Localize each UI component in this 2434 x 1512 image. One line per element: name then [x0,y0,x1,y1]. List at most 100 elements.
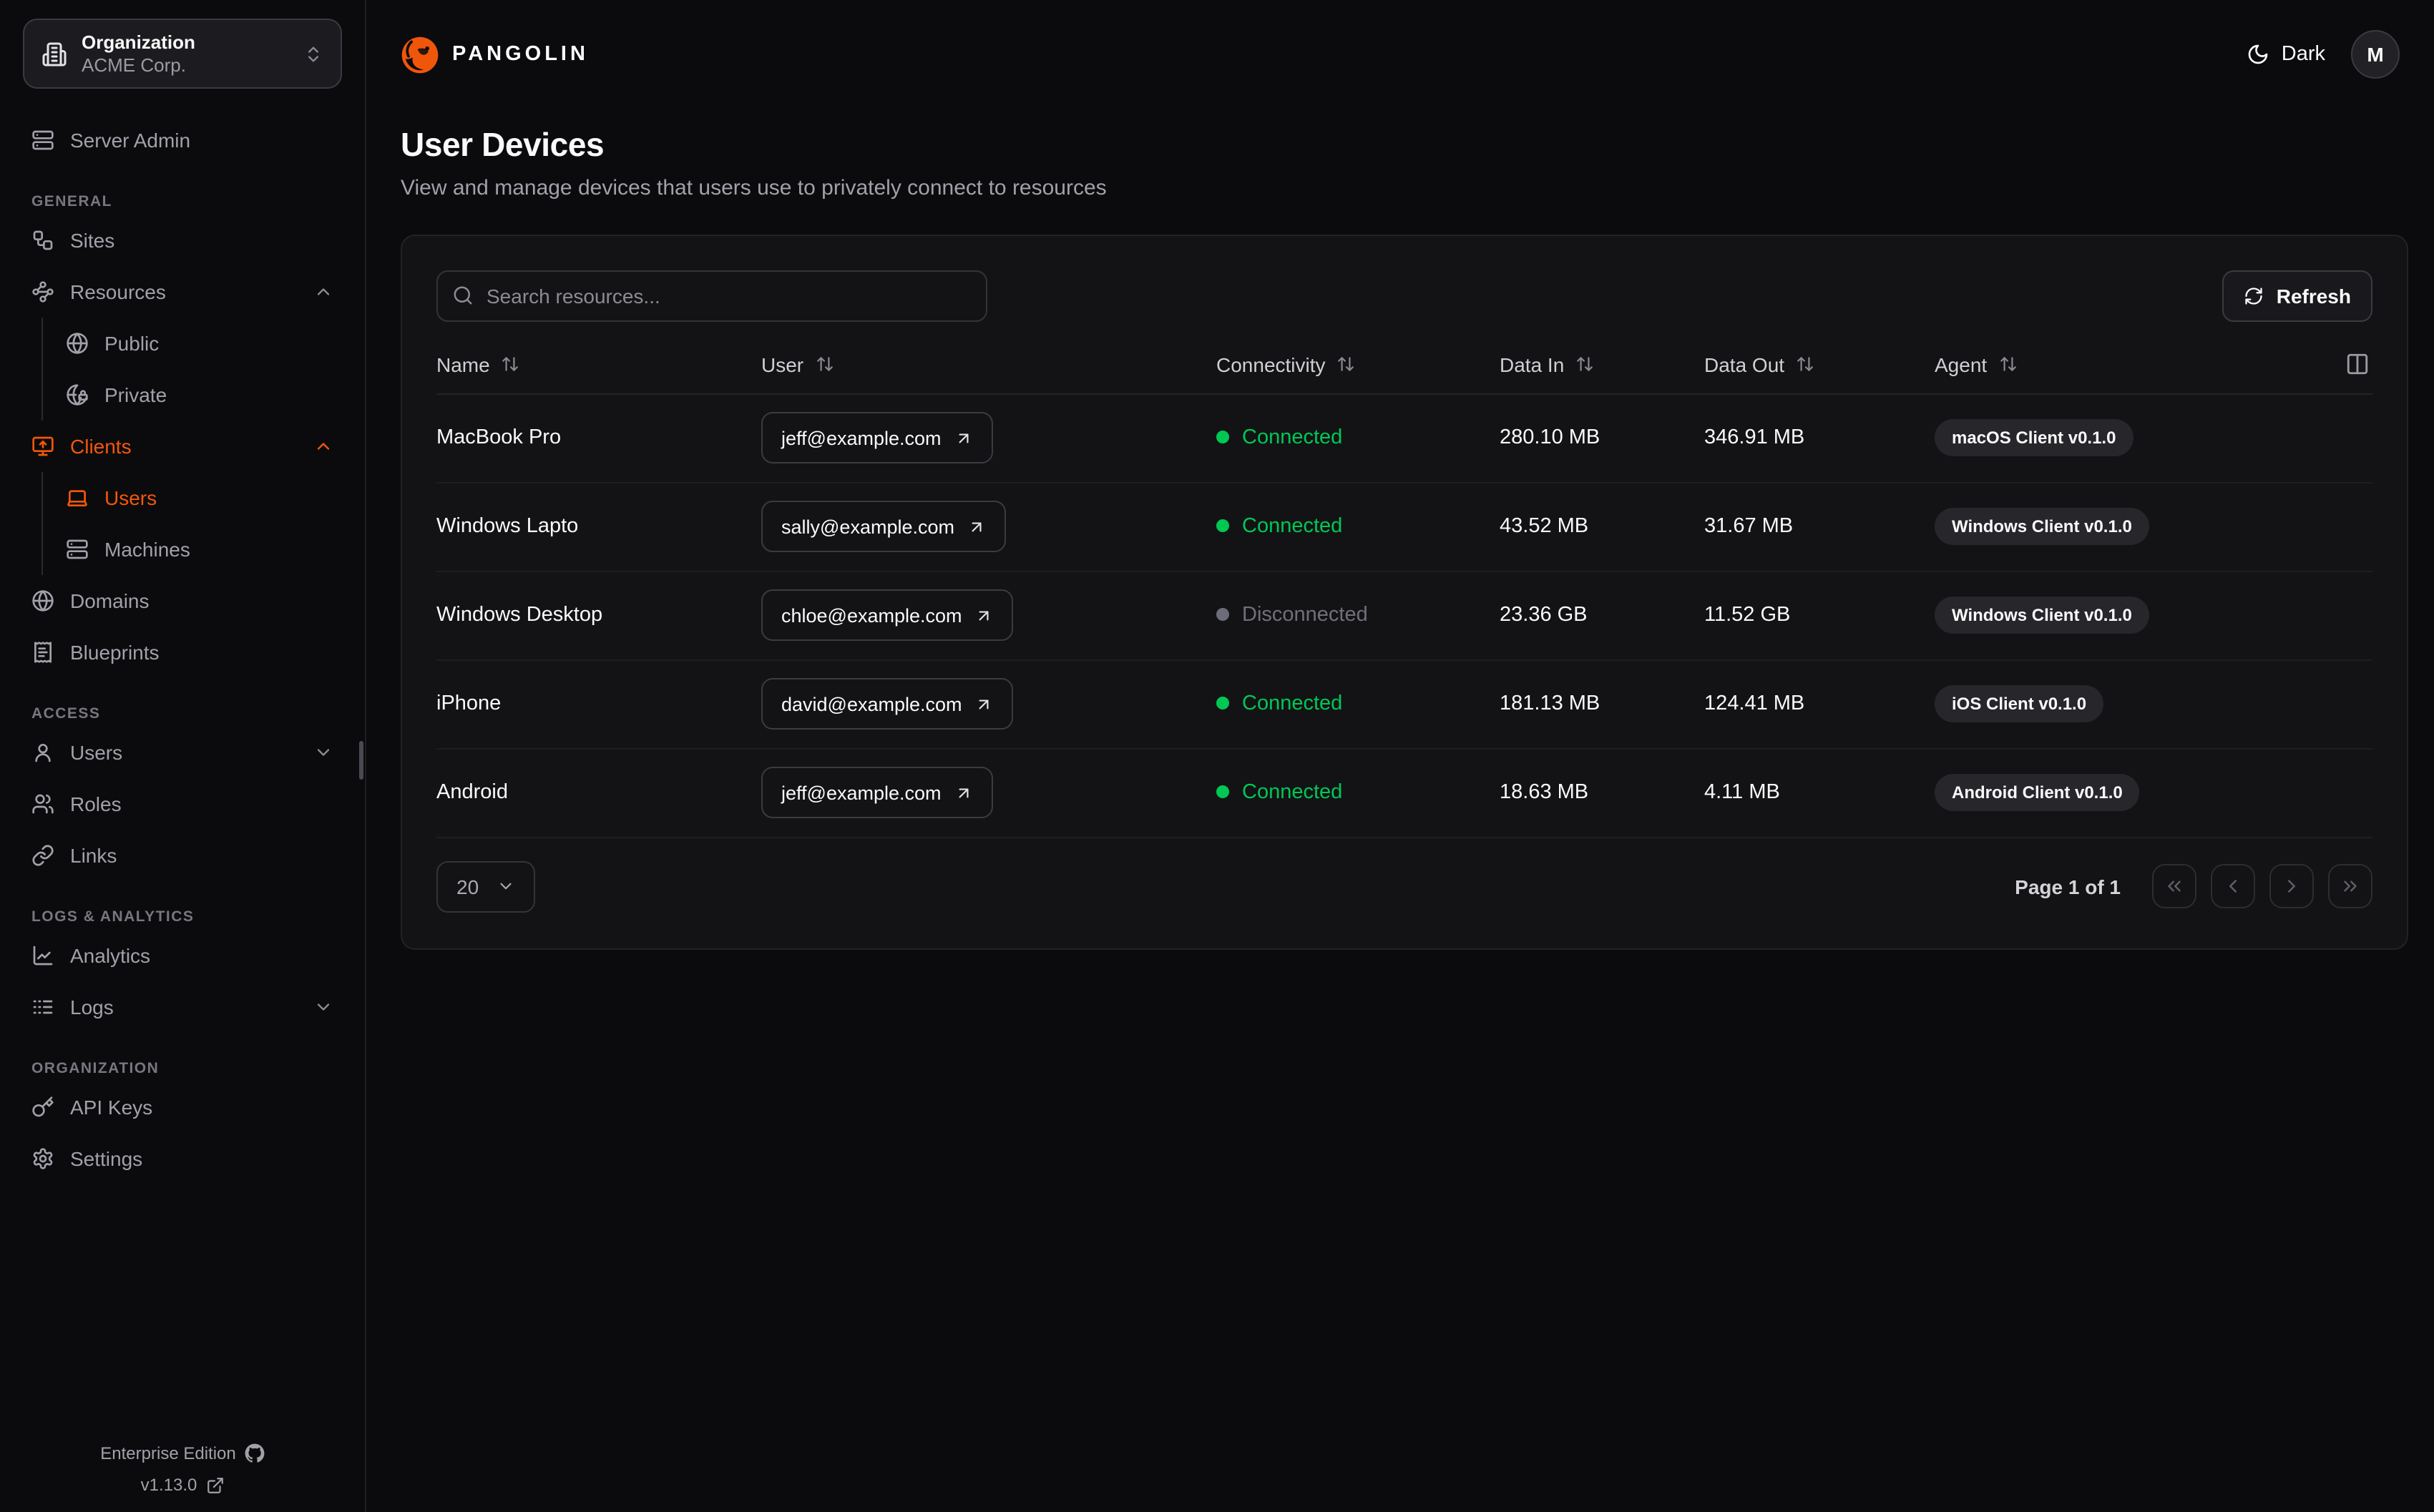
user-link-button[interactable]: chloe@example.com [761,589,1014,641]
sidebar-item-public[interactable]: Public [54,318,342,369]
search-box [436,270,987,322]
table-row: Windows Desktop chloe@example.com Discon… [436,571,2372,660]
chevron-up-icon [313,436,333,456]
sidebar-item-label: Public [104,332,160,355]
data-in-value: 43.52 MB [1500,482,1704,571]
column-header-connectivity[interactable]: Connectivity [1216,336,1500,394]
columns-toggle-button[interactable] [2342,349,2372,379]
data-in-value: 23.36 GB [1500,571,1704,660]
user-link-button[interactable]: jeff@example.com [761,412,993,463]
status-dot-icon [1216,785,1229,799]
org-switcher-value: ACME Corp. [82,54,186,76]
brand[interactable]: PANGOLIN [401,35,589,74]
theme-label: Dark [2281,43,2325,66]
table-header-row: Name User Connectivity Data In Data Out … [436,336,2372,394]
waypoints-icon [31,280,54,303]
search-input[interactable] [436,270,987,322]
arrow-up-right-icon [954,428,973,447]
column-header-data-in[interactable]: Data In [1500,336,1704,394]
data-out-value: 124.41 MB [1704,659,1935,749]
sidebar-item-users[interactable]: Users [23,727,342,778]
status-dot-icon [1216,608,1229,622]
avatar[interactable]: M [2351,30,2400,79]
arrow-up-right-icon [975,606,994,624]
sidebar-item-domains[interactable]: Domains [23,575,342,627]
refresh-icon [2244,286,2264,306]
arrow-up-right-icon [967,517,986,536]
previous-page-button[interactable] [2211,864,2255,908]
user-link-button[interactable]: david@example.com [761,678,1014,730]
sidebar-item-analytics[interactable]: Analytics [23,930,342,981]
sidebar-item-label: Server Admin [70,129,191,152]
topbar-right: Dark M [2247,30,2400,79]
sidebar-item-resources[interactable]: Resources [23,266,342,318]
column-header-user[interactable]: User [761,336,1216,394]
status-badge: Connected [1216,426,1342,449]
version-label: v1.13.0 [140,1475,197,1495]
sidebar-section-access: ACCESS [31,705,101,722]
user-link-button[interactable]: jeff@example.com [761,767,993,818]
page-indicator: Page 1 of 1 [2015,875,2121,898]
brand-name: PANGOLIN [452,43,589,66]
sidebar-item-clients[interactable]: Clients [23,421,342,472]
page-head: User Devices View and manage devices tha… [366,109,2434,200]
sidebar-item-machines[interactable]: Machines [54,524,342,575]
globe-icon [66,332,89,355]
table-row: Windows Lapto sally@example.com Connecte… [436,482,2372,571]
user-link-button[interactable]: sally@example.com [761,501,1006,552]
org-switcher-label: Organization [82,31,195,53]
workflow-icon [31,229,54,252]
sort-icon [1337,355,1356,374]
sidebar-item-sites[interactable]: Sites [23,215,342,266]
page-size-value: 20 [456,875,479,898]
sidebar-item-label: Blueprints [70,641,160,664]
sidebar-item-settings[interactable]: Settings [23,1133,342,1184]
page-title: User Devices [401,126,605,163]
sidebar-item-links[interactable]: Links [23,830,342,881]
page-size-select[interactable]: 20 [436,860,535,912]
sidebar-item-label: API Keys [70,1096,153,1119]
status-badge: Connected [1216,692,1342,715]
next-page-button[interactable] [2269,864,2314,908]
sidebar-item-label: Clients [70,435,132,458]
last-page-button[interactable] [2328,864,2372,908]
sidebar-item-blueprints[interactable]: Blueprints [23,627,342,678]
table-row: Android jeff@example.com Connected 18.63… [436,748,2372,838]
sidebar-item-roles[interactable]: Roles [23,778,342,830]
building-icon [41,41,67,67]
data-out-value: 11.52 GB [1704,571,1935,660]
column-header-agent[interactable]: Agent [1935,336,2302,394]
gear-icon [31,1147,54,1170]
chevron-down-icon [496,877,514,895]
agent-badge: Windows Client v0.1.0 [1935,508,2149,545]
status-dot-icon [1216,431,1229,444]
data-out-value: 346.91 MB [1704,393,1935,483]
chevrons-up-down-icon [303,44,323,64]
sidebar-item-api-keys[interactable]: API Keys [23,1081,342,1133]
column-header-data-out[interactable]: Data Out [1704,336,1935,394]
logs-icon [31,996,54,1018]
data-in-value: 280.10 MB [1500,393,1704,483]
sidebar-item-server-admin[interactable]: Server Admin [23,114,342,166]
data-in-value: 181.13 MB [1500,659,1704,749]
theme-toggle[interactable]: Dark [2247,43,2325,66]
device-name: Windows Desktop [436,571,761,660]
sidebar-scrollbar-thumb[interactable] [359,741,363,780]
org-switcher-text: Organization ACME Corp. [82,31,289,76]
refresh-button[interactable]: Refresh [2222,270,2372,322]
org-switcher[interactable]: Organization ACME Corp. [23,19,342,89]
sidebar-item-private[interactable]: Private [54,369,342,421]
page-subtitle: View and manage devices that users use t… [401,176,1107,200]
sidebar-item-label: Users [70,741,123,764]
sort-icon [1998,355,2017,374]
sidebar-item-clients-users[interactable]: Users [54,472,342,524]
first-page-button[interactable] [2152,864,2196,908]
pangolin-logo-icon [401,35,439,74]
sidebar-item-logs[interactable]: Logs [23,981,342,1033]
column-header-name[interactable]: Name [436,336,761,394]
external-link-icon[interactable] [205,1476,224,1494]
topbar: PANGOLIN Dark M [366,0,2434,109]
sidebar-section-organization: ORGANIZATION [31,1060,160,1077]
main-area: PANGOLIN Dark M User Devices View and ma… [366,0,2434,1512]
github-icon[interactable] [245,1443,265,1463]
